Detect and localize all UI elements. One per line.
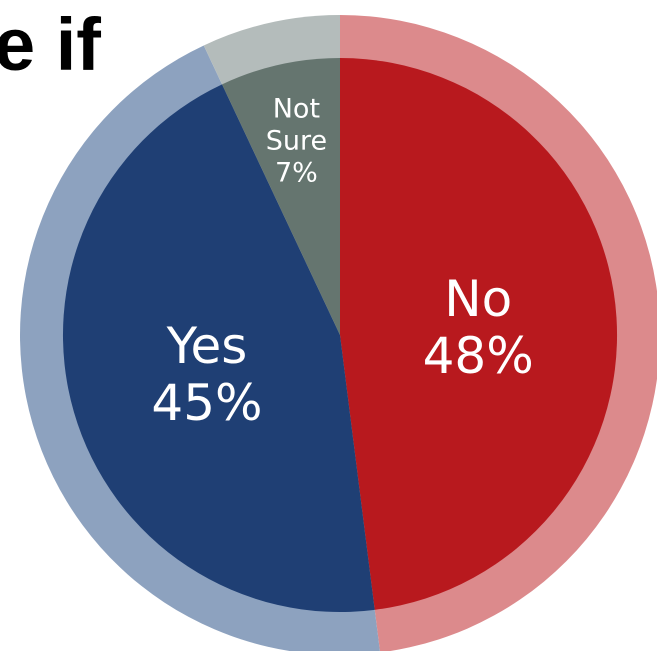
slice-labels: No 48% Yes 45% Not Sure 7% [151,94,533,433]
slice-label-no: No 48% [423,270,534,385]
slice-category-label: Not [273,94,320,125]
slice-label-not-sure: Not Sure 7% [266,94,327,189]
pie-slice-no [340,57,618,610]
slice-category-label: Yes [166,317,248,375]
slice-label-yes: Yes 45% [151,317,262,432]
slice-category-label: No [444,270,512,328]
slice-value-label: 7% [275,158,318,189]
slice-value-label: 48% [423,327,534,385]
slice-value-label: 45% [151,374,262,432]
pie-slices [62,57,618,613]
pie-slice-not-sure [222,58,340,335]
chart-title: e if [0,3,101,86]
slice-category-label: Sure [266,126,327,157]
pie-slice-yes [62,84,375,613]
